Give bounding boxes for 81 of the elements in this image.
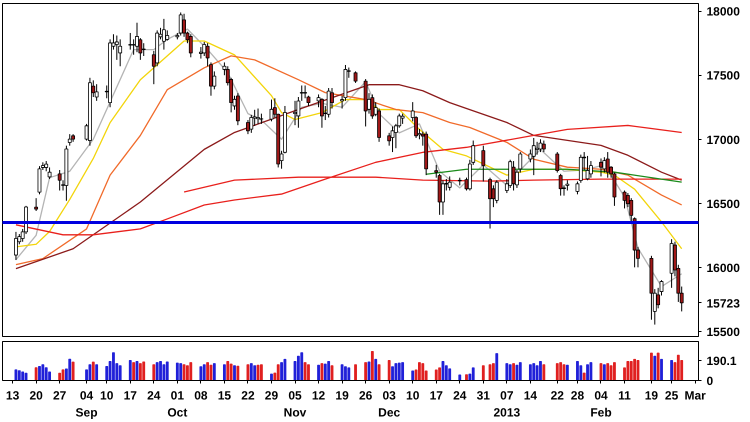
line-series <box>15 84 682 270</box>
candlestick <box>494 180 499 204</box>
y-tick-label: 190.1 <box>706 354 737 368</box>
candlestick <box>128 32 132 50</box>
candlestick <box>370 94 374 120</box>
x-tick-label: 11 <box>618 388 632 402</box>
candlestick <box>162 18 166 50</box>
y-tick-label: 0 <box>706 374 714 388</box>
candlestick <box>599 158 603 177</box>
candlestick <box>142 42 146 57</box>
candlestick <box>94 84 99 102</box>
y-tick-label: 15500 <box>706 324 740 339</box>
x-tick-label: 14 <box>524 388 538 402</box>
y-tick-label: 17500 <box>706 68 740 83</box>
x-tick-label: 01 Oct <box>167 388 188 420</box>
candlestick <box>535 141 540 156</box>
candlestick <box>303 84 308 99</box>
x-tick-label: 24 <box>453 388 467 402</box>
y-tick-label: 17000 <box>706 132 740 147</box>
x-tick-label: 28 <box>570 388 584 402</box>
x-tick-label: 22 <box>550 388 564 402</box>
x-tick-label: 12 <box>312 388 326 402</box>
x-tick-label: 24 <box>147 388 161 402</box>
candlestick <box>576 181 580 195</box>
line-series <box>426 168 682 183</box>
candlestick <box>293 100 297 126</box>
x-tick-label: 27 <box>52 388 67 402</box>
x-tick-label: 17 <box>430 388 444 402</box>
candlestick <box>38 166 42 195</box>
x-tick-label: 29 <box>264 388 278 402</box>
x-tick-label: 10 <box>100 388 114 402</box>
candlestick <box>354 70 358 84</box>
candlestick <box>400 113 405 124</box>
x-tick-label: Mar <box>684 388 706 402</box>
y-tick-label: 15723 <box>706 296 740 310</box>
candlestick <box>542 140 546 153</box>
candlestick <box>488 177 492 230</box>
candlestick <box>68 134 72 146</box>
candlestick <box>578 154 583 184</box>
candlestick <box>481 145 486 182</box>
candlestick <box>555 152 560 174</box>
candlestick <box>512 160 516 191</box>
x-tick-label: 08 <box>194 388 208 402</box>
x-tick-label: 04 Sep <box>76 388 98 420</box>
candlestick <box>586 155 590 181</box>
candlestick <box>390 126 394 153</box>
line-series <box>15 124 682 236</box>
candlestick <box>622 190 626 209</box>
x-tick-label: 22 <box>241 388 255 402</box>
candlestick <box>118 38 122 67</box>
candlestick <box>558 173 563 196</box>
x-tick-label: 13 <box>6 388 20 402</box>
candlestick <box>58 170 62 191</box>
x-tick-label: 19 <box>335 388 350 402</box>
candlestick <box>270 99 274 122</box>
candlestick <box>256 108 260 124</box>
candlestick <box>14 231 18 261</box>
candlestick <box>132 38 136 56</box>
x-tick-label: 19 <box>644 388 658 402</box>
candlestick <box>249 114 254 134</box>
candlestick <box>320 98 324 128</box>
x-tick-label: 05 Nov <box>284 388 307 420</box>
x-tick-label: 15 <box>218 388 232 402</box>
candlestick <box>538 138 542 153</box>
x-tick-label: 31 <box>476 388 490 402</box>
y-tick-label: 16000 <box>706 260 740 275</box>
x-tick-label: 04 Feb <box>590 388 612 420</box>
x-tick-label: 25 <box>664 388 679 402</box>
candlestick <box>34 198 38 212</box>
candlestick <box>326 88 331 118</box>
candlestick <box>165 30 170 42</box>
x-tick-label: 20 <box>29 388 44 402</box>
candlestick <box>48 166 52 180</box>
candlestick <box>188 34 193 58</box>
x-tick-label: 26 <box>358 388 373 402</box>
x-tick-label: 03 Dec <box>378 388 400 420</box>
y-tick-label: 16500 <box>706 196 740 211</box>
x-tick-label: 10 <box>406 388 420 402</box>
y-tick-label: 18000 <box>706 4 740 19</box>
x-tick-label: 07 2013 <box>494 388 521 420</box>
x-tick-label: 17 <box>124 388 138 402</box>
